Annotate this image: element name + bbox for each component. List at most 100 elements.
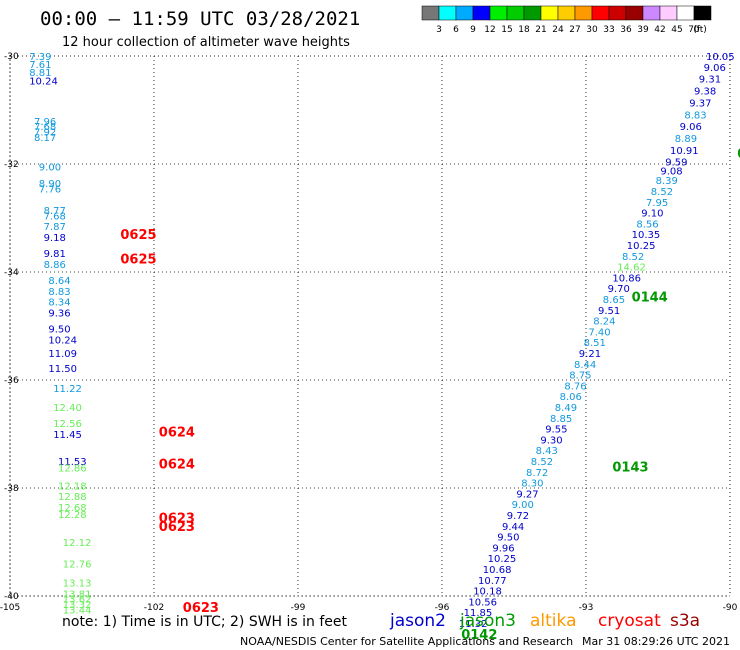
x-tick-label: -90 — [723, 603, 738, 613]
x-tick-label: -99 — [291, 603, 306, 613]
scale-swatch — [676, 5, 695, 21]
axis-ticks: -30 -32 -34 -36 -38 -40-105 -102 -99 -96 -93 -90 — [0, 52, 738, 613]
color-scale: 3 6 9 12 15 18 21 24 27 30 33 36 39 42 45 70(ft) — [421, 5, 712, 35]
swh-label: 12.56 — [53, 419, 82, 430]
swh-label: 11.45 — [53, 430, 82, 441]
swh-label: 10.18 — [473, 587, 502, 598]
swh-label: 9.06 — [680, 122, 702, 133]
swh-label: 9.96 — [492, 543, 514, 554]
legend-jason2: jason2 — [389, 611, 446, 631]
swh-label: 11.09 — [48, 349, 77, 360]
swh-label: 12.68 — [58, 503, 87, 514]
swh-label: 7.68 — [34, 122, 56, 133]
swh-label: 8.49 — [555, 403, 577, 414]
swh-label: 8.65 — [603, 295, 625, 306]
swh-label: 14.62 — [617, 263, 646, 274]
scale-swatch — [523, 5, 542, 21]
scale-swatch — [608, 5, 627, 21]
scale-tick-label: 42 — [654, 25, 665, 35]
scale-swatch — [693, 5, 712, 21]
swh-label: 8.85 — [550, 414, 572, 425]
swh-label: 7.92 — [34, 128, 56, 139]
swh-label: 8.76 — [564, 381, 586, 392]
scale-swatch — [659, 5, 678, 21]
pass-label: 0144 — [632, 290, 668, 305]
swh-label: 8.44 — [574, 360, 596, 371]
scale-tick-label: 33 — [603, 25, 614, 35]
swh-label: 9.81 — [44, 249, 66, 260]
scale-tick-label: 24 — [552, 25, 564, 35]
satellite-legend: jason2 jason3 altika cryosat s3a — [389, 611, 700, 631]
swh-label: 7.87 — [44, 222, 66, 233]
y-tick-label: -36 — [4, 376, 19, 386]
pass-label: 0623 — [159, 520, 195, 535]
swh-label: 12.40 — [53, 403, 82, 414]
pass-label: 0145 — [737, 147, 740, 162]
swh-label: 8.89 — [675, 134, 697, 145]
swh-label: 7.95 — [646, 198, 668, 209]
swh-label: 9.27 — [516, 489, 538, 500]
footer-credit: NOAA/NESDIS Center for Satellite Applica… — [240, 635, 573, 648]
plot-frame — [9, 55, 731, 597]
scale-swatch — [574, 5, 593, 21]
swh-label: 9.70 — [608, 284, 630, 295]
swh-label: 8.52 — [651, 187, 673, 198]
swh-label: 8.81 — [29, 68, 51, 79]
swh-label: 10.24 — [29, 76, 58, 87]
scale-swatch — [455, 5, 474, 21]
y-tick-label: -34 — [4, 268, 19, 278]
swh-label: 9.50 — [48, 325, 70, 336]
swh-label: 11.53 — [58, 457, 87, 468]
pass-label: 0625 — [120, 228, 156, 243]
swh-label: 8.43 — [536, 446, 558, 457]
swh-label: 10.24 — [48, 336, 77, 347]
scale-tick-label: 45 — [671, 25, 682, 35]
swh-label: 9.08 — [660, 166, 682, 177]
scale-swatch — [438, 5, 457, 21]
scale-tick-label: 27 — [569, 25, 580, 35]
plot-grid — [9, 55, 731, 597]
swh-label: 12.88 — [58, 492, 87, 503]
pass-label: 0143 — [612, 460, 648, 475]
swh-label: 8.83 — [48, 287, 70, 298]
scale-tick-label: 21 — [535, 25, 546, 35]
swh-label: 8.34 — [48, 298, 70, 309]
swh-label: 8.75 — [569, 371, 591, 382]
page-title: 00:00 – 11:59 UTC 03/28/2021 — [40, 8, 360, 30]
swh-label: 13.62 — [63, 595, 92, 606]
swh-label: 9.18 — [44, 233, 66, 244]
swh-label: 8.56 — [636, 219, 658, 230]
swh-label: 9.55 — [545, 425, 567, 436]
swh-label: 7.96 — [34, 117, 56, 128]
scale-tick-label: 30 — [586, 25, 598, 35]
scale-swatch — [506, 5, 525, 21]
scale-tick-label: 9 — [470, 25, 476, 35]
legend-s3a: s3a — [670, 611, 700, 631]
swh-label: 9.59 — [665, 157, 687, 168]
swh-label: 10.25 — [627, 241, 656, 252]
swh-label: 8.51 — [584, 338, 606, 349]
pass-label: 0623 — [183, 601, 219, 616]
units-note: note: 1) Time is in UTC; 2) SWH is in fe… — [62, 614, 348, 630]
swh-label: 8.77 — [44, 206, 66, 217]
swh-label: 9.30 — [540, 435, 562, 446]
swh-label: 7.40 — [588, 327, 610, 338]
swh-label: 8.24 — [593, 317, 615, 328]
legend-jason3: jason3 — [459, 611, 516, 631]
swh-label: 7.39 — [29, 52, 51, 63]
pass-labels: 0625062506240624062306230623014501440143… — [120, 147, 740, 643]
swh-label: 10.25 — [488, 554, 517, 565]
pass-label: 0623 — [159, 512, 195, 527]
y-tick-label: -38 — [4, 484, 19, 494]
swh-label: 8.72 — [526, 468, 548, 479]
scale-swatch — [557, 5, 576, 21]
scale-swatch — [642, 5, 661, 21]
x-tick-label: -96 — [435, 603, 450, 613]
footer-timestamp: Mar 31 08:29:26 UTC 2021 — [582, 635, 730, 648]
y-tick-label: -32 — [4, 160, 19, 170]
scale-swatch — [540, 5, 559, 21]
scale-tick-label: 36 — [620, 25, 632, 35]
x-tick-label: -102 — [144, 603, 164, 613]
swh-label: 12.28 — [58, 510, 87, 521]
